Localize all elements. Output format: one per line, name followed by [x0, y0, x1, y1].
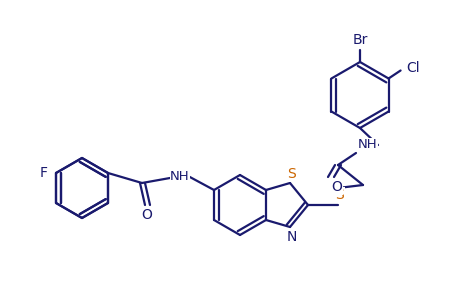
- Text: N: N: [287, 230, 297, 244]
- Text: O: O: [332, 180, 342, 194]
- Text: NH: NH: [170, 169, 190, 182]
- Text: S: S: [335, 188, 345, 202]
- Text: O: O: [142, 208, 153, 222]
- Text: Br: Br: [352, 33, 368, 47]
- Text: NH: NH: [358, 138, 378, 152]
- Text: S: S: [287, 167, 295, 181]
- Text: Cl: Cl: [406, 62, 420, 76]
- Text: F: F: [40, 166, 48, 180]
